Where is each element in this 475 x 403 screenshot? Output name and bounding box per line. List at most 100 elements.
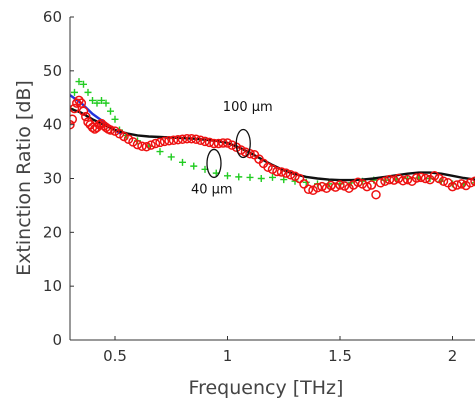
x-tick-label: 1 [223, 347, 233, 365]
data-point [456, 179, 467, 189]
data-point [269, 173, 276, 181]
data-point [70, 114, 78, 125]
data-point [167, 153, 175, 161]
y-tick-label: 50 [43, 62, 62, 80]
data-point [89, 96, 96, 104]
y-tick-label: 20 [43, 223, 62, 241]
data-point [177, 134, 188, 144]
x-tick-label: 2 [448, 347, 458, 365]
data-point [74, 95, 84, 106]
data-point [447, 181, 458, 192]
data-point [84, 88, 92, 96]
data-point [263, 162, 273, 172]
data-point [420, 173, 431, 184]
data-point [371, 189, 381, 200]
x-axis-title: Frequency [THz] [189, 377, 344, 399]
data-point [168, 135, 179, 146]
y-tick-label: 40 [43, 116, 62, 134]
data-point [402, 174, 413, 185]
data-point [330, 182, 341, 192]
data-point [81, 111, 91, 122]
data-point [235, 173, 243, 181]
data-point [353, 177, 363, 188]
data-point [78, 106, 89, 116]
data-point [218, 138, 228, 148]
data-point [326, 180, 336, 191]
y-tick-label: 60 [43, 8, 62, 26]
data-point [132, 139, 143, 150]
data-point [93, 99, 101, 107]
y-tick-label: 30 [43, 170, 62, 188]
data-point [285, 169, 296, 180]
data-point [209, 138, 219, 149]
data-point [182, 133, 192, 144]
data-point [111, 115, 119, 123]
data-point [190, 162, 198, 170]
data-point [312, 182, 323, 193]
data-point [281, 168, 291, 178]
annotation-ellipse [235, 128, 251, 159]
data-point [339, 181, 350, 191]
data-point [75, 78, 83, 86]
annotation-label: 100 µm [223, 100, 273, 115]
data-point [389, 175, 399, 185]
data-point [159, 136, 170, 147]
data-point [411, 173, 422, 183]
data-point [366, 180, 377, 190]
data-point [452, 180, 462, 190]
data-point [191, 134, 201, 144]
data-point [213, 138, 224, 149]
data-point [393, 173, 404, 184]
data-point [222, 138, 233, 148]
data-point [471, 179, 475, 187]
x-tick-label: 1.5 [328, 347, 352, 365]
data-point [384, 174, 395, 185]
data-point [105, 125, 116, 135]
annotation-ellipse [206, 148, 222, 179]
data-point [362, 181, 372, 192]
data-point [186, 133, 197, 144]
y-tick-label: 10 [43, 277, 62, 295]
data-point [416, 172, 426, 183]
data-point [246, 173, 254, 181]
data-point [200, 136, 210, 147]
data-point [155, 137, 165, 148]
data-point [267, 164, 278, 175]
series-layer [70, 78, 475, 200]
data-point [72, 98, 82, 108]
data-point [272, 166, 282, 177]
data-point [317, 181, 327, 192]
data-point [303, 184, 314, 195]
axes: 0 10 20 30 40 50 60 0.5 1 1.5 2 [43, 8, 475, 365]
data-point [173, 134, 183, 145]
data-point [102, 99, 110, 107]
series-circle-3 [70, 95, 475, 200]
data-point [204, 137, 215, 148]
data-point [141, 141, 152, 152]
data-point [164, 136, 174, 146]
data-point [179, 158, 186, 166]
data-point [257, 175, 265, 182]
annotations: 100 µm 40 µm [191, 100, 273, 197]
data-point [71, 88, 78, 96]
data-point [195, 135, 206, 146]
data-point [398, 175, 408, 186]
y-tick-label: 0 [52, 331, 62, 349]
annotation-label: 40 µm [191, 183, 233, 198]
data-point [150, 138, 161, 149]
data-point [380, 176, 390, 186]
data-point [335, 180, 345, 190]
data-point [156, 148, 164, 156]
data-point [438, 176, 449, 186]
data-point [137, 141, 147, 151]
data-point [146, 140, 156, 150]
data-point [470, 176, 475, 186]
y-axis-title: Extinction Ratio [dB] [13, 80, 35, 276]
data-point [107, 107, 114, 115]
data-point [375, 178, 386, 188]
data-point [224, 172, 231, 180]
data-point [98, 96, 105, 104]
data-point [80, 80, 87, 88]
data-point [276, 167, 287, 177]
